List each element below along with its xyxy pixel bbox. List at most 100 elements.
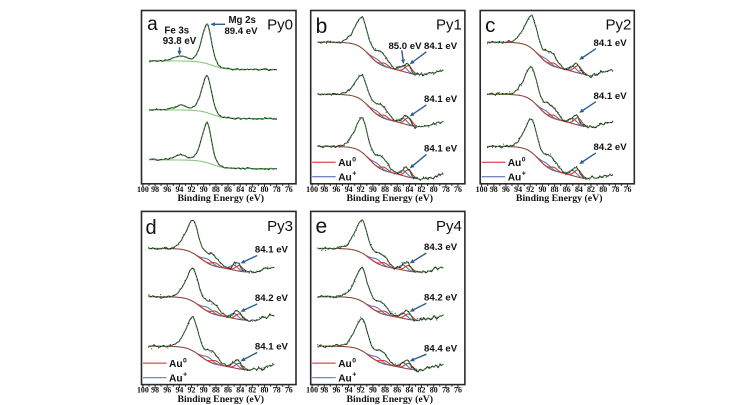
svg-text:82: 82 — [418, 386, 426, 395]
svg-text:100: 100 — [306, 386, 318, 395]
svg-text:Py2: Py2 — [605, 16, 631, 33]
svg-text:82: 82 — [248, 185, 256, 194]
svg-text:82: 82 — [587, 185, 595, 194]
svg-text:84.1 eV: 84.1 eV — [594, 38, 628, 49]
svg-text:100: 100 — [306, 185, 318, 194]
svg-text:84.3 eV: 84.3 eV — [424, 242, 458, 253]
svg-text:94: 94 — [175, 185, 183, 194]
svg-text:98: 98 — [320, 386, 328, 395]
svg-text:96: 96 — [163, 386, 171, 395]
svg-text:94: 94 — [345, 386, 353, 395]
svg-text:+: + — [352, 369, 356, 378]
svg-text:84.2 eV: 84.2 eV — [594, 142, 628, 153]
svg-text:Binding Energy (eV): Binding Energy (eV) — [516, 193, 603, 204]
svg-text:98: 98 — [151, 185, 159, 194]
svg-text:84.1 eV: 84.1 eV — [255, 342, 289, 353]
svg-text:Au: Au — [338, 173, 352, 184]
svg-text:88: 88 — [381, 386, 389, 395]
svg-text:78: 78 — [611, 185, 619, 194]
svg-text:84.2 eV: 84.2 eV — [424, 292, 458, 303]
svg-text:76: 76 — [624, 185, 632, 194]
svg-text:+: + — [352, 169, 356, 178]
svg-text:80: 80 — [261, 386, 269, 395]
svg-text:98: 98 — [151, 386, 159, 395]
svg-text:84.1 eV: 84.1 eV — [424, 94, 458, 105]
svg-text:78: 78 — [442, 185, 450, 194]
svg-text:Py0: Py0 — [267, 16, 293, 33]
svg-text:Binding Energy (eV): Binding Energy (eV) — [347, 193, 434, 204]
svg-text:86: 86 — [224, 185, 232, 194]
svg-text:Au: Au — [508, 158, 522, 169]
svg-text:88: 88 — [381, 185, 389, 194]
svg-text:96: 96 — [332, 386, 340, 395]
svg-text:Au: Au — [338, 373, 352, 384]
svg-text:92: 92 — [188, 185, 196, 194]
svg-text:94: 94 — [345, 185, 353, 194]
svg-text:90: 90 — [200, 386, 208, 395]
svg-text:0: 0 — [352, 357, 356, 364]
svg-text:94: 94 — [175, 386, 183, 395]
svg-text:Binding Energy (eV): Binding Energy (eV) — [347, 394, 434, 405]
svg-text:Au: Au — [508, 173, 522, 184]
svg-text:Py1: Py1 — [436, 16, 462, 33]
svg-text:82: 82 — [248, 386, 256, 395]
svg-text:Mg 2s: Mg 2s — [228, 15, 255, 26]
svg-text:96: 96 — [163, 185, 171, 194]
svg-text:c: c — [485, 14, 495, 37]
svg-text:100: 100 — [476, 185, 488, 194]
svg-text:92: 92 — [188, 386, 196, 395]
svg-text:a: a — [147, 14, 158, 35]
svg-text:89.4 eV: 89.4 eV — [224, 26, 258, 37]
svg-text:90: 90 — [538, 185, 546, 194]
svg-text:85.0 eV: 85.0 eV — [388, 41, 422, 52]
svg-text:80: 80 — [430, 185, 438, 194]
svg-text:84.1 eV: 84.1 eV — [255, 245, 289, 256]
svg-text:80: 80 — [430, 386, 438, 395]
svg-text:Au: Au — [338, 359, 352, 370]
svg-text:84: 84 — [405, 185, 413, 194]
svg-text:84: 84 — [575, 185, 583, 194]
svg-text:78: 78 — [273, 185, 281, 194]
svg-text:0: 0 — [352, 157, 356, 164]
svg-text:80: 80 — [261, 185, 269, 194]
svg-text:86: 86 — [563, 185, 571, 194]
svg-text:93.8 eV: 93.8 eV — [163, 36, 197, 47]
svg-text:d: d — [146, 217, 157, 239]
svg-text:Py3: Py3 — [267, 218, 293, 235]
svg-text:96: 96 — [332, 185, 340, 194]
svg-text:0: 0 — [183, 357, 187, 364]
svg-text:76: 76 — [285, 386, 293, 395]
svg-text:100: 100 — [137, 185, 149, 194]
svg-text:94: 94 — [514, 185, 522, 194]
svg-text:88: 88 — [551, 185, 559, 194]
svg-text:84: 84 — [236, 386, 244, 395]
svg-text:Py4: Py4 — [436, 218, 462, 235]
svg-text:92: 92 — [357, 386, 365, 395]
svg-text:100: 100 — [137, 386, 149, 395]
svg-text:78: 78 — [442, 386, 450, 395]
svg-text:86: 86 — [393, 386, 401, 395]
svg-text:Binding Energy (eV): Binding Energy (eV) — [178, 193, 265, 204]
svg-text:84.1 eV: 84.1 eV — [594, 91, 628, 102]
svg-text:86: 86 — [224, 386, 232, 395]
svg-text:76: 76 — [454, 386, 462, 395]
svg-text:84: 84 — [405, 386, 413, 395]
svg-text:Fe 3s: Fe 3s — [164, 26, 189, 37]
svg-text:98: 98 — [320, 185, 328, 194]
svg-text:92: 92 — [526, 185, 534, 194]
svg-text:96: 96 — [502, 185, 510, 194]
svg-text:Au: Au — [169, 359, 183, 370]
svg-text:90: 90 — [369, 185, 377, 194]
svg-text:84: 84 — [236, 185, 244, 194]
svg-text:88: 88 — [212, 185, 220, 194]
svg-text:76: 76 — [285, 185, 293, 194]
svg-text:+: + — [183, 369, 187, 378]
svg-text:84.1 eV: 84.1 eV — [424, 41, 458, 52]
svg-text:84.4 eV: 84.4 eV — [424, 343, 458, 354]
svg-text:Au: Au — [169, 373, 183, 384]
svg-text:90: 90 — [369, 386, 377, 395]
svg-text:90: 90 — [200, 185, 208, 194]
svg-text:Binding Energy (eV): Binding Energy (eV) — [178, 394, 265, 405]
svg-text:Au: Au — [338, 158, 352, 169]
svg-text:76: 76 — [454, 185, 462, 194]
